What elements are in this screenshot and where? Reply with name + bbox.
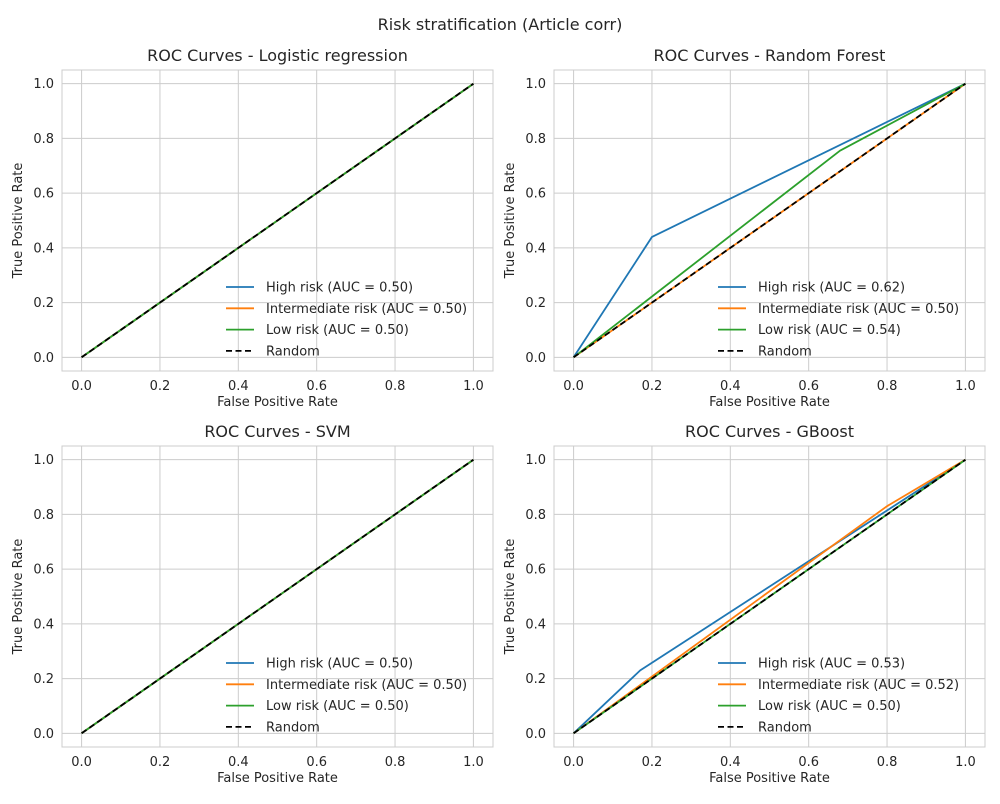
legend-entry: Intermediate risk (AUC = 0.50) (758, 302, 959, 317)
panel-title: ROC Curves - Random Forest (654, 46, 886, 65)
legend-entry: Random (758, 344, 812, 359)
series-line-high (572, 458, 966, 734)
x-tick-label: 0.8 (877, 755, 898, 770)
x-tick-label: 0.0 (563, 755, 584, 770)
plot-frame (553, 445, 986, 748)
chart-panel: 0.0 0.2 0.4 0.6 0.8 1.0 0.0 0.2 0.4 0.6 0.8 1.0 ROC … (11, 422, 494, 786)
figure-suptitle: Risk stratification (Article corr) (378, 15, 623, 34)
series-line-low (573, 82, 966, 359)
y-tick-label: 0.2 (525, 296, 546, 311)
x-tick-label: 1.0 (955, 379, 976, 394)
chart-panel: 0.0 0.2 0.4 0.6 0.8 1.0 0.0 0.2 0.4 0.6 0.8 1.0 ROC … (503, 46, 986, 410)
x-tick-label: 0.4 (228, 755, 249, 770)
x-tick-label: 0.8 (385, 755, 406, 770)
legend-entry: Random (266, 344, 320, 359)
x-axis-label: False Positive Rate (709, 771, 830, 786)
legend-entry: Low risk (AUC = 0.54) (758, 323, 901, 338)
y-tick-label: 0.2 (525, 672, 546, 687)
y-tick-label: 0.0 (33, 351, 54, 366)
y-tick-label: 0.2 (33, 672, 54, 687)
y-tick-label: 0.4 (525, 617, 546, 632)
y-tick-label: 0.6 (525, 563, 546, 578)
y-tick-label: 1.0 (525, 453, 546, 468)
legend-entry: Low risk (AUC = 0.50) (758, 699, 901, 714)
x-tick-label: 0.6 (306, 379, 327, 394)
x-tick-label: 0.2 (642, 755, 663, 770)
y-tick-label: 1.0 (33, 77, 54, 92)
series-line-random (573, 458, 966, 735)
y-tick-label: 0.0 (33, 727, 54, 742)
x-tick-label: 1.0 (463, 755, 484, 770)
panel-title: ROC Curves - GBoost (685, 422, 854, 441)
chart-panel: 0.0 0.2 0.4 0.6 0.8 1.0 0.0 0.2 0.4 0.6 0.8 1.0 ROC … (11, 46, 494, 410)
legend-entry: Random (266, 720, 320, 735)
y-tick-label: 1.0 (33, 453, 54, 468)
y-tick-label: 1.0 (525, 77, 546, 92)
y-tick-label: 0.8 (525, 508, 546, 523)
plot-frame (553, 69, 986, 372)
plot-frame (61, 69, 494, 372)
legend-entry: High risk (AUC = 0.62) (758, 281, 905, 296)
legend-entry: Low risk (AUC = 0.50) (266, 699, 409, 714)
y-tick-label: 0.4 (33, 241, 54, 256)
x-tick-label: 0.8 (877, 379, 898, 394)
y-tick-label: 0.2 (33, 296, 54, 311)
x-tick-label: 0.4 (228, 379, 249, 394)
legend-entry: High risk (AUC = 0.50) (266, 657, 413, 672)
panel-title: ROC Curves - Logistic regression (147, 46, 408, 65)
y-axis-label: True Positive Rate (503, 539, 518, 656)
y-tick-label: 0.0 (525, 351, 546, 366)
x-tick-label: 0.0 (71, 755, 92, 770)
x-axis-label: False Positive Rate (217, 771, 338, 786)
y-tick-label: 0.4 (525, 241, 546, 256)
legend-entry: Random (758, 720, 812, 735)
x-axis-label: False Positive Rate (217, 395, 338, 410)
y-tick-label: 0.4 (33, 617, 54, 632)
x-tick-label: 1.0 (463, 379, 484, 394)
x-tick-label: 0.6 (798, 379, 819, 394)
chart-panel: 0.0 0.2 0.4 0.6 0.8 1.0 0.0 0.2 0.4 0.6 0.8 1.0 ROC … (503, 422, 986, 786)
x-tick-label: 0.0 (563, 379, 584, 394)
y-tick-label: 0.8 (525, 132, 546, 147)
legend-entry: Intermediate risk (AUC = 0.50) (266, 302, 467, 317)
y-tick-label: 0.0 (525, 727, 546, 742)
legend-entry: Low risk (AUC = 0.50) (266, 323, 409, 338)
y-tick-label: 0.8 (33, 132, 54, 147)
series-line-random (573, 82, 966, 359)
x-tick-label: 0.0 (71, 379, 92, 394)
y-tick-label: 0.6 (33, 563, 54, 578)
x-tick-label: 0.2 (150, 379, 171, 394)
legend-entry: Intermediate risk (AUC = 0.52) (758, 678, 959, 693)
x-tick-label: 0.6 (306, 755, 327, 770)
legend-entry: High risk (AUC = 0.50) (266, 281, 413, 296)
panel-title: ROC Curves - SVM (204, 422, 350, 441)
x-tick-label: 0.2 (642, 379, 663, 394)
y-tick-label: 0.6 (525, 187, 546, 202)
y-tick-label: 0.8 (33, 508, 54, 523)
y-axis-label: True Positive Rate (503, 163, 518, 280)
y-tick-label: 0.6 (33, 187, 54, 202)
y-axis-label: True Positive Rate (11, 539, 26, 656)
x-tick-label: 0.6 (798, 755, 819, 770)
series-line-random (81, 82, 474, 359)
x-tick-label: 0.2 (150, 755, 171, 770)
legend-entry: Intermediate risk (AUC = 0.50) (266, 678, 467, 693)
series-line-intermediate (573, 458, 966, 735)
x-tick-label: 0.4 (720, 755, 741, 770)
x-tick-label: 1.0 (955, 755, 976, 770)
x-tick-label: 0.8 (385, 379, 406, 394)
legend-entry: High risk (AUC = 0.53) (758, 657, 905, 672)
series-line-high (572, 82, 966, 358)
x-axis-label: False Positive Rate (709, 395, 830, 410)
y-axis-label: True Positive Rate (11, 163, 26, 280)
x-tick-label: 0.4 (720, 379, 741, 394)
plot-frame (61, 445, 494, 748)
series-line-random (81, 458, 474, 735)
